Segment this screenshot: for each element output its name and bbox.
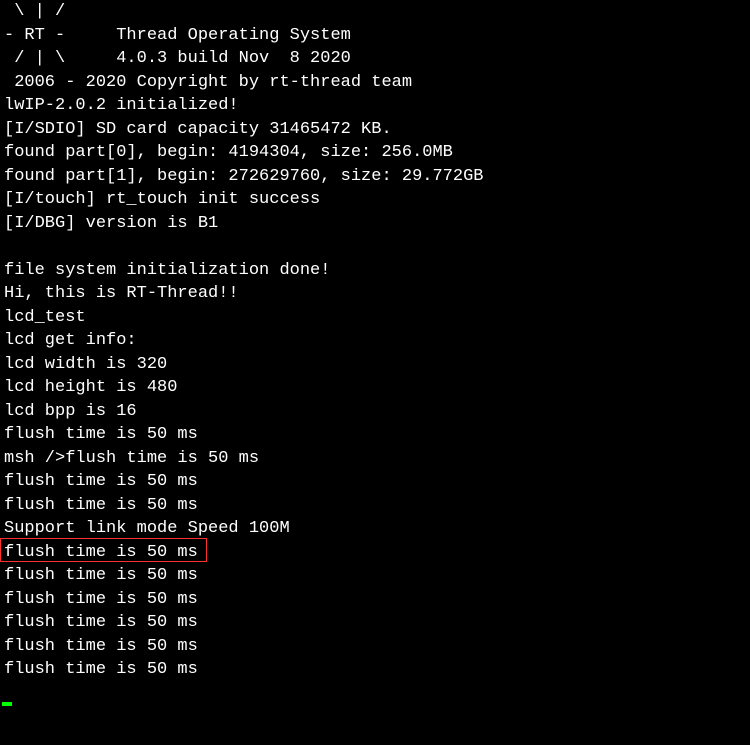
terminal-line: found part[0], begin: 4194304, size: 256… (0, 141, 750, 165)
terminal-line (0, 235, 750, 259)
terminal-line: 2006 - 2020 Copyright by rt-thread team (0, 71, 750, 95)
terminal-line: lcd height is 480 (0, 376, 750, 400)
terminal-output: \ | /- RT - Thread Operating System / | … (0, 0, 750, 682)
terminal-line: lcd get info: (0, 329, 750, 353)
terminal-line: lcd bpp is 16 (0, 400, 750, 424)
terminal-line: - RT - Thread Operating System (0, 24, 750, 48)
terminal-line: flush time is 50 ms (0, 658, 750, 682)
terminal-line: lcd width is 320 (0, 353, 750, 377)
terminal-line: \ | / (0, 0, 750, 24)
terminal-line: Support link mode Speed 100M (0, 517, 750, 541)
terminal-line: flush time is 50 ms (0, 423, 750, 447)
terminal-line: flush time is 50 ms (0, 470, 750, 494)
terminal-line: file system initialization done! (0, 259, 750, 283)
terminal-line: / | \ 4.0.3 build Nov 8 2020 (0, 47, 750, 71)
terminal-line: lcd_test (0, 306, 750, 330)
terminal-line: flush time is 50 ms (0, 564, 750, 588)
terminal-line: [I/SDIO] SD card capacity 31465472 KB. (0, 118, 750, 142)
terminal-line: flush time is 50 ms (0, 588, 750, 612)
terminal-line: flush time is 50 ms (0, 611, 750, 635)
terminal-line: flush time is 50 ms (0, 541, 750, 565)
terminal-cursor (2, 702, 12, 706)
terminal-line: lwIP-2.0.2 initialized! (0, 94, 750, 118)
terminal-line: Hi, this is RT-Thread!! (0, 282, 750, 306)
terminal-line: [I/DBG] version is B1 (0, 212, 750, 236)
terminal-line: found part[1], begin: 272629760, size: 2… (0, 165, 750, 189)
terminal-line: flush time is 50 ms (0, 494, 750, 518)
terminal-line: [I/touch] rt_touch init success (0, 188, 750, 212)
terminal-line: msh />flush time is 50 ms (0, 447, 750, 471)
terminal-line: flush time is 50 ms (0, 635, 750, 659)
